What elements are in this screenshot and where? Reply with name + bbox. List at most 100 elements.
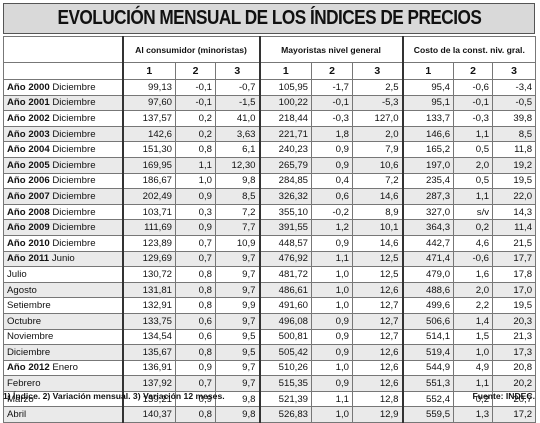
value-cell: 0,9	[311, 156, 354, 174]
col-number: 1	[121, 62, 176, 80]
table-row: Año 2005 Diciembre 169,95 1,1 12,30 265,79 0,…	[3, 156, 537, 174]
table-row: Año 2009 Diciembre 111,69 0,9 7,7 391,55 1,2 1…	[3, 219, 537, 236]
value-cell: 20,3	[492, 312, 537, 330]
row-year: Año 2012	[7, 362, 50, 374]
value-cell: 0,8	[175, 344, 216, 361]
value-cell: -0,3	[311, 110, 354, 127]
row-year: Año 2002	[7, 112, 50, 124]
value-cell: 129,69	[121, 250, 176, 268]
value-cell: 1,2	[311, 219, 354, 236]
value-cell: 12,7	[352, 328, 404, 346]
row-label: Año 2011 Junio	[3, 250, 123, 268]
value-cell: 123,89	[121, 234, 176, 252]
value-cell: 202,49	[121, 188, 176, 205]
col-number: 1	[258, 62, 313, 80]
corner-cell	[3, 62, 123, 80]
value-cell: 1,8	[311, 125, 354, 143]
row-period: Diciembre	[7, 346, 51, 358]
row-period: Abril	[7, 409, 27, 421]
value-cell: 0,9	[311, 328, 354, 346]
value-cell: 12,6	[352, 359, 404, 377]
table-footer: 1) Índice. 2) Variación mensual. 3) Vari…	[3, 389, 535, 403]
row-year: Año 2001	[7, 97, 50, 109]
value-cell: 4,6	[453, 234, 494, 252]
value-cell: 9,5	[214, 328, 261, 346]
value-cell: 218,44	[258, 110, 313, 127]
row-period: Diciembre	[52, 112, 96, 124]
value-cell: 505,42	[258, 344, 313, 361]
value-cell: 12,5	[352, 266, 404, 283]
row-period: Setiembre	[7, 300, 51, 312]
value-cell: 496,08	[258, 312, 313, 330]
row-label: Año 2010 Diciembre	[3, 234, 123, 252]
table-title-banner: EVOLUCIÓN MENSUAL DE LOS ÍNDICES DE PREC…	[3, 3, 535, 34]
value-cell: 559,5	[401, 406, 455, 423]
value-cell: 0,2	[453, 219, 494, 236]
table-row: Año 2003 Diciembre 142,6 0,2 3,63 221,71 1,8 2…	[3, 125, 537, 143]
value-cell: 1,1	[311, 250, 354, 268]
value-cell: 9,7	[214, 312, 261, 330]
value-cell: 0,8	[175, 297, 216, 314]
row-period: Octubre	[7, 315, 42, 327]
value-cell: 17,3	[492, 344, 537, 361]
value-cell: 134,54	[121, 328, 176, 346]
value-cell: 10,6	[352, 156, 404, 174]
value-cell: 515,35	[258, 375, 313, 392]
value-cell: 391,55	[258, 219, 313, 236]
value-cell: 476,92	[258, 250, 313, 268]
value-cell: -0,5	[492, 94, 537, 112]
value-cell: 12,6	[352, 344, 404, 361]
row-year: Año 2000	[7, 81, 50, 93]
table-row: Año 2001 Diciembre 97,60 -0,1 -1,5 100,22 -0,…	[3, 94, 537, 112]
group-header-construction: Costo de la const. niv. gral.	[401, 36, 537, 63]
row-period: Diciembre	[52, 175, 96, 187]
row-period: Enero	[52, 362, 78, 374]
value-cell: 12,7	[352, 297, 404, 314]
value-cell: 165,2	[401, 141, 455, 158]
value-cell: 0,9	[311, 312, 354, 330]
value-cell: 0,8	[175, 266, 216, 283]
col-number: 3	[352, 62, 404, 80]
value-cell: 105,95	[258, 79, 313, 96]
value-cell: -1,7	[311, 79, 354, 96]
row-label: Año 2001 Diciembre	[3, 94, 123, 112]
value-cell: 9,7	[214, 281, 261, 299]
value-cell: 7,2	[352, 172, 404, 190]
source-note: Fuente: INDEC.	[472, 391, 535, 401]
value-cell: 2,0	[453, 156, 494, 174]
value-cell: 514,1	[401, 328, 455, 346]
value-cell: -0,1	[311, 94, 354, 112]
col-number: 2	[175, 62, 216, 80]
value-cell: 0,4	[311, 172, 354, 190]
row-label: Año 2004 Diciembre	[3, 141, 123, 158]
value-cell: 10,9	[214, 234, 261, 252]
value-cell: 0,6	[311, 188, 354, 205]
value-cell: s/v	[453, 203, 494, 221]
value-cell: -5,3	[352, 94, 404, 112]
table-row: Año 2002 Diciembre 137,57 0,2 41,0 218,44 -0,…	[3, 110, 537, 127]
value-cell: 21,3	[492, 328, 537, 346]
value-cell: 2,0	[453, 281, 494, 299]
value-cell: 9,8	[214, 172, 261, 190]
value-cell: 140,37	[121, 406, 176, 423]
row-label: Febrero	[3, 375, 123, 392]
table-row: Setiembre 132,91 0,8 9,9 491,60 1,0 12,7 499,6 2…	[3, 297, 537, 314]
value-cell: 12,6	[352, 281, 404, 299]
value-cell: 355,10	[258, 203, 313, 221]
table-title: EVOLUCIÓN MENSUAL DE LOS ÍNDICES DE PREC…	[57, 7, 481, 29]
value-cell: 0,9	[175, 188, 216, 205]
value-cell: 235,4	[401, 172, 455, 190]
value-cell: -0,2	[311, 203, 354, 221]
value-cell: 14,6	[352, 234, 404, 252]
value-cell: 3,63	[214, 125, 261, 143]
row-period: Diciembre	[52, 128, 96, 140]
row-year: Año 2004	[7, 144, 50, 156]
value-cell: 7,9	[352, 141, 404, 158]
row-period: Diciembre	[52, 190, 96, 202]
value-cell: 127,0	[352, 110, 404, 127]
row-period: Noviembre	[7, 331, 54, 343]
row-year: Año 2008	[7, 206, 50, 218]
price-index-table: Al consumidor (minoristas) Mayoristas ni…	[3, 36, 537, 423]
value-cell: 9,5	[214, 344, 261, 361]
row-period: Julio	[7, 268, 27, 280]
